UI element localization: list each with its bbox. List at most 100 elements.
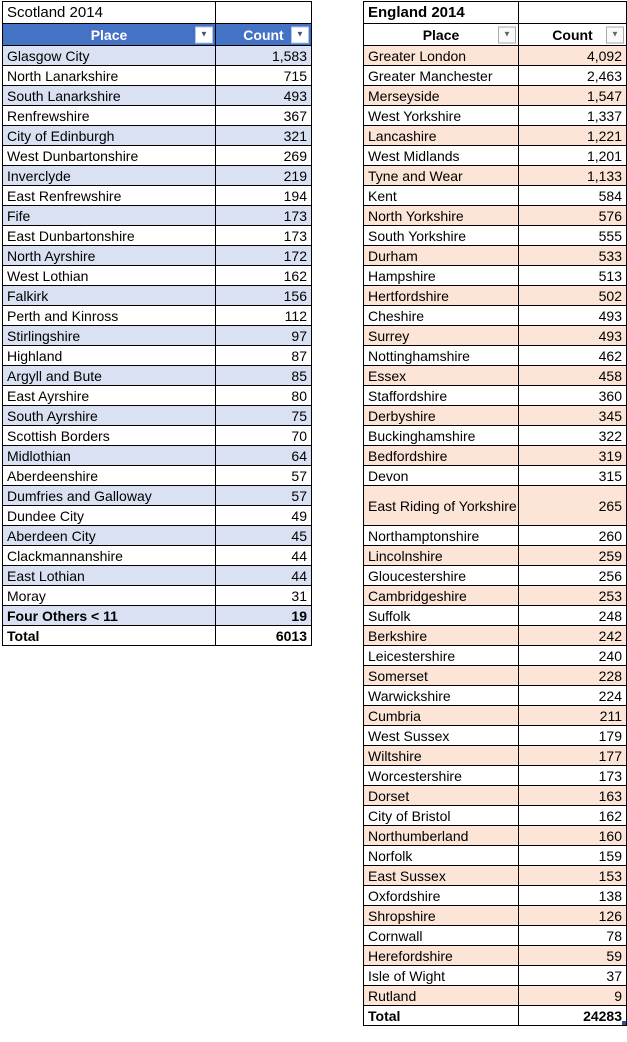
filter-dropdown-button[interactable]: ▼ [195, 26, 213, 43]
place-cell[interactable]: South Yorkshire [364, 226, 519, 246]
count-cell[interactable]: 315 [519, 466, 627, 486]
count-cell[interactable]: 78 [519, 926, 627, 946]
count-cell[interactable]: 44 [216, 546, 312, 566]
count-cell[interactable]: 44 [216, 566, 312, 586]
count-cell[interactable]: 502 [519, 286, 627, 306]
count-cell[interactable]: 159 [519, 846, 627, 866]
fill-handle[interactable] [622, 1021, 626, 1025]
count-cell[interactable]: 156 [216, 286, 312, 306]
count-cell[interactable]: 211 [519, 706, 627, 726]
place-cell[interactable]: Dundee City [3, 506, 216, 526]
count-cell[interactable]: 4,092 [519, 46, 627, 66]
count-column-header[interactable]: Count ▼ [216, 24, 312, 46]
place-cell[interactable]: Stirlingshire [3, 326, 216, 346]
place-cell[interactable]: Leicestershire [364, 646, 519, 666]
count-cell[interactable]: 160 [519, 826, 627, 846]
place-cell[interactable]: Scottish Borders [3, 426, 216, 446]
total-label-cell[interactable]: Total [364, 1006, 519, 1026]
count-cell[interactable]: 45 [216, 526, 312, 546]
count-cell[interactable]: 138 [519, 886, 627, 906]
filter-dropdown-button[interactable]: ▼ [291, 26, 309, 43]
count-cell[interactable]: 162 [519, 806, 627, 826]
count-cell[interactable]: 1,133 [519, 166, 627, 186]
place-cell[interactable]: Kent [364, 186, 519, 206]
place-cell[interactable]: Durham [364, 246, 519, 266]
count-cell[interactable]: 228 [519, 666, 627, 686]
count-cell[interactable]: 153 [519, 866, 627, 886]
count-cell[interactable]: 163 [519, 786, 627, 806]
count-cell[interactable]: 1,337 [519, 106, 627, 126]
count-cell[interactable]: 173 [216, 206, 312, 226]
count-cell[interactable]: 322 [519, 426, 627, 446]
place-cell[interactable]: Highland [3, 346, 216, 366]
count-cell[interactable]: 179 [519, 726, 627, 746]
place-cell[interactable]: Midlothian [3, 446, 216, 466]
place-cell[interactable]: North Ayrshire [3, 246, 216, 266]
place-cell[interactable]: South Lanarkshire [3, 86, 216, 106]
count-cell[interactable]: 126 [519, 906, 627, 926]
place-cell[interactable]: West Lothian [3, 266, 216, 286]
place-cell[interactable]: City of Bristol [364, 806, 519, 826]
place-cell[interactable]: Northamptonshire [364, 526, 519, 546]
count-cell[interactable]: 173 [519, 766, 627, 786]
place-cell[interactable]: Suffolk [364, 606, 519, 626]
count-cell[interactable]: 224 [519, 686, 627, 706]
count-cell[interactable]: 173 [216, 226, 312, 246]
place-cell[interactable]: Perth and Kinross [3, 306, 216, 326]
count-cell[interactable]: 177 [519, 746, 627, 766]
place-cell[interactable]: Moray [3, 586, 216, 606]
count-cell[interactable]: 367 [216, 106, 312, 126]
table-title[interactable]: England 2014 [364, 2, 519, 24]
place-cell[interactable]: Shropshire [364, 906, 519, 926]
place-cell[interactable]: Lincolnshire [364, 546, 519, 566]
count-cell[interactable]: 493 [519, 306, 627, 326]
count-cell[interactable]: 49 [216, 506, 312, 526]
count-cell[interactable]: 75 [216, 406, 312, 426]
place-cell[interactable]: Four Others < 11 [3, 606, 216, 626]
place-cell[interactable]: Tyne and Wear [364, 166, 519, 186]
place-cell[interactable]: Inverclyde [3, 166, 216, 186]
place-column-header[interactable]: Place ▼ [364, 24, 519, 46]
count-cell[interactable]: 162 [216, 266, 312, 286]
place-cell[interactable]: Fife [3, 206, 216, 226]
place-cell[interactable]: Northumberland [364, 826, 519, 846]
empty-cell[interactable] [519, 2, 627, 24]
table-title[interactable]: Scotland 2014 [3, 2, 216, 24]
place-cell[interactable]: Derbyshire [364, 406, 519, 426]
count-cell[interactable]: 260 [519, 526, 627, 546]
count-cell[interactable]: 57 [216, 466, 312, 486]
place-cell[interactable]: Essex [364, 366, 519, 386]
count-cell[interactable]: 533 [519, 246, 627, 266]
place-cell[interactable]: Isle of Wight [364, 966, 519, 986]
place-cell[interactable]: West Yorkshire [364, 106, 519, 126]
place-cell[interactable]: Oxfordshire [364, 886, 519, 906]
place-cell[interactable]: Clackmannanshire [3, 546, 216, 566]
count-cell[interactable]: 31 [216, 586, 312, 606]
count-cell[interactable]: 2,463 [519, 66, 627, 86]
place-cell[interactable]: Devon [364, 466, 519, 486]
place-cell[interactable]: Wiltshire [364, 746, 519, 766]
place-cell[interactable]: Herefordshire [364, 946, 519, 966]
place-cell[interactable]: Dumfries and Galloway [3, 486, 216, 506]
place-cell[interactable]: East Sussex [364, 866, 519, 886]
count-cell[interactable]: 57 [216, 486, 312, 506]
place-cell[interactable]: East Ayrshire [3, 386, 216, 406]
count-cell[interactable]: 1,221 [519, 126, 627, 146]
count-cell[interactable]: 493 [216, 86, 312, 106]
count-cell[interactable]: 172 [216, 246, 312, 266]
empty-cell[interactable] [216, 2, 312, 24]
place-cell[interactable]: Cheshire [364, 306, 519, 326]
place-cell[interactable]: Cumbria [364, 706, 519, 726]
count-cell[interactable]: 97 [216, 326, 312, 346]
filter-dropdown-button[interactable]: ▼ [606, 26, 624, 43]
place-cell[interactable]: West Sussex [364, 726, 519, 746]
count-cell[interactable]: 87 [216, 346, 312, 366]
place-cell[interactable]: Surrey [364, 326, 519, 346]
place-cell[interactable]: Norfolk [364, 846, 519, 866]
place-cell[interactable]: West Midlands [364, 146, 519, 166]
place-cell[interactable]: West Dunbartonshire [3, 146, 216, 166]
place-cell[interactable]: North Lanarkshire [3, 66, 216, 86]
count-cell[interactable]: 194 [216, 186, 312, 206]
place-cell[interactable]: Aberdeenshire [3, 466, 216, 486]
place-cell[interactable]: Greater Manchester [364, 66, 519, 86]
